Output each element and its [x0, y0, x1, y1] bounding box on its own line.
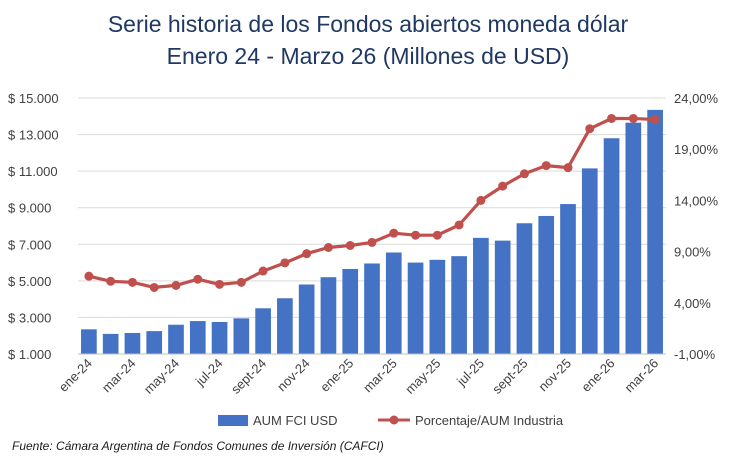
- line-point: [84, 271, 94, 281]
- line-point: [302, 249, 312, 259]
- bar: [385, 252, 402, 354]
- x-tick-label: ene-24: [56, 356, 95, 395]
- line-point: [650, 115, 660, 125]
- bar: [168, 324, 184, 354]
- y-left-tick-label: $ 9.000: [8, 201, 51, 216]
- line-point: [127, 277, 137, 287]
- line-point: [367, 237, 377, 247]
- y-axis-left: $ 1.000 $ 3.000 $ 5.000 $ 7.000 $ 9.000 $ 11.…: [8, 91, 59, 362]
- line-point: [149, 282, 159, 292]
- x-tick-label: sept-24: [228, 356, 269, 397]
- bar: [124, 332, 141, 354]
- x-tick-label: mar-25: [360, 356, 400, 396]
- bar: [102, 333, 119, 354]
- bar: [233, 318, 250, 354]
- line-point: [389, 228, 399, 238]
- y-axis-right: -1,00% 4,00% 9,00% 14,00% 19,00% 24,00%: [674, 91, 719, 362]
- bar: [494, 240, 511, 354]
- bar: [255, 308, 271, 354]
- x-tick-label: jul-24: [192, 356, 226, 390]
- chart-title: Serie historia de los Fondos abiertos mo…: [108, 11, 629, 37]
- line-point: [628, 113, 638, 123]
- bar: [189, 321, 206, 354]
- bar: [407, 262, 424, 354]
- y-left-tick-label: $ 11.000: [8, 164, 58, 179]
- y-left-tick-label: $ 5.000: [8, 274, 51, 289]
- x-tick-label: sept-25: [489, 356, 530, 397]
- y-left-tick-label: $ 15.000: [8, 91, 59, 106]
- bar: [603, 138, 620, 354]
- y-right-tick-label: 24,00%: [674, 91, 719, 106]
- line-point: [454, 220, 464, 230]
- bar: [81, 329, 97, 354]
- line-point: [541, 161, 551, 171]
- y-right-tick-label: 9,00%: [674, 245, 711, 260]
- bar: [364, 263, 380, 354]
- x-tick-label: ene-25: [317, 356, 356, 395]
- bar: [211, 322, 228, 354]
- x-tick-label: nov-24: [274, 356, 313, 395]
- x-tick-label: jul-25: [453, 356, 487, 390]
- bar: [342, 268, 359, 354]
- x-tick-label: may-24: [141, 356, 182, 397]
- line-point: [215, 279, 225, 289]
- line-point: [563, 163, 573, 173]
- bar: [538, 215, 555, 354]
- line-point: [258, 266, 268, 276]
- y-right-tick-label: 4,00%: [674, 296, 711, 311]
- line-point: [607, 113, 617, 123]
- legend-label-line: Porcentaje/AUM Industria: [415, 413, 564, 428]
- line-series: [84, 113, 660, 292]
- y-left-tick-label: $ 1.000: [8, 347, 51, 362]
- bar: [451, 256, 467, 354]
- line-point: [519, 169, 529, 179]
- bar: [146, 331, 163, 354]
- x-tick-label: ene-26: [578, 356, 617, 395]
- line-point: [193, 274, 203, 284]
- y-right-tick-label: 19,00%: [674, 142, 719, 157]
- line-point: [323, 243, 333, 253]
- source-note: Fuente: Cámara Argentina de Fondos Comun…: [12, 439, 384, 453]
- line-point: [585, 124, 595, 134]
- bar: [473, 237, 489, 354]
- chart-subtitle: Enero 24 - Marzo 26 (Millones de USD): [167, 43, 570, 69]
- bar: [647, 109, 663, 354]
- bar: [277, 298, 293, 354]
- bar: [560, 204, 576, 354]
- bar: [429, 259, 446, 354]
- x-tick-label: may-25: [402, 356, 443, 397]
- line-point: [498, 181, 508, 191]
- line-point: [345, 240, 355, 250]
- line-point: [106, 276, 116, 286]
- line-point: [411, 230, 421, 240]
- line-point: [476, 195, 486, 205]
- legend-label-bars: AUM FCI USD: [253, 413, 338, 428]
- x-tick-label: mar-24: [99, 356, 139, 396]
- y-left-tick-label: $ 13.000: [8, 128, 59, 143]
- bar: [581, 168, 598, 354]
- line-point: [432, 230, 442, 240]
- x-axis: ene-24 mar-24 may-24 jul-24 sept-24 nov-24 ene…: [56, 353, 666, 397]
- legend-marker-line: [389, 415, 399, 425]
- bar: [320, 277, 337, 354]
- bar: [625, 122, 642, 354]
- y-left-tick-label: $ 3.000: [8, 310, 51, 325]
- y-right-tick-label: -1,00%: [674, 347, 716, 362]
- y-left-tick-label: $ 7.000: [8, 237, 51, 252]
- bar: [298, 284, 315, 354]
- legend: AUM FCI USD Porcentaje/AUM Industria: [218, 413, 564, 428]
- x-tick-label: nov-25: [535, 356, 574, 395]
- bar: [516, 223, 533, 354]
- legend-swatch-bars: [218, 415, 248, 426]
- line-point: [171, 280, 181, 290]
- line-point: [280, 258, 290, 268]
- line-point: [236, 277, 246, 287]
- y-right-tick-label: 14,00%: [674, 193, 719, 208]
- bar-series: [81, 109, 663, 354]
- x-tick-label: mar-26: [622, 356, 662, 396]
